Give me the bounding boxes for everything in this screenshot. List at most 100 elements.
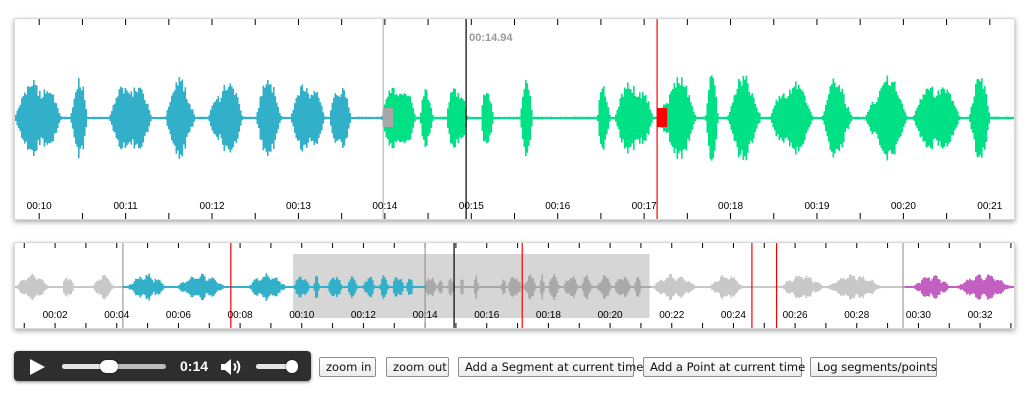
zoom-waveform-bar — [621, 93, 623, 143]
overview-waveform-bar — [675, 281, 677, 293]
zoom-waveform-bar — [363, 116, 365, 120]
zoom-waveform-bar — [676, 77, 679, 159]
overview-waveform-bar — [162, 283, 164, 291]
overview-waveform-bar — [190, 276, 193, 298]
overview-waveform-bar — [270, 279, 272, 295]
overview-waveform-bar — [412, 285, 415, 289]
zoom-waveform-bar — [727, 115, 730, 121]
zoom-waveform-bar — [217, 96, 220, 140]
zoom-waveform-bar — [147, 103, 149, 133]
zoom-waveform-bar — [669, 94, 671, 142]
zoom-waveform-bar — [57, 107, 59, 129]
zoom-waveform-bar — [577, 116, 580, 120]
overview-waveform-bar — [372, 280, 374, 294]
zoom-waveform-bar — [444, 116, 446, 120]
overview-waveform-bar — [814, 281, 817, 293]
overview-waveform-bar — [358, 286, 361, 288]
overview-waveform-bar — [880, 286, 883, 288]
overview-waveform-bar — [418, 286, 421, 288]
overview-waveform-bar — [225, 286, 227, 288]
zoom-waveform-bar — [507, 116, 509, 120]
seek-bar[interactable] — [62, 360, 166, 373]
zoom-waveform-bar — [564, 116, 566, 120]
zoomview-canvas[interactable]: 00:14.94 00:10 00:11 00:12 00:13 00:14 00:15 00… — [15, 19, 1014, 219]
zoom-waveform-bar — [180, 81, 182, 155]
zoom-waveform-bar — [364, 116, 367, 120]
overview-waveform-bar — [204, 276, 206, 298]
seek-handle[interactable] — [99, 360, 118, 373]
overview-waveform-bar — [175, 286, 178, 288]
zoom-waveform-bar — [801, 90, 803, 146]
zoom-waveform-bar — [553, 116, 556, 120]
zoom-waveform-bar — [78, 77, 80, 159]
volume-slider[interactable] — [256, 360, 298, 373]
volume-handle[interactable] — [285, 360, 298, 373]
zoom-waveform-bar — [405, 94, 407, 142]
zoom-waveform-bar — [760, 116, 763, 120]
overview-waveform-bar — [900, 286, 902, 288]
zoom-waveform-bar — [397, 96, 400, 140]
overview-waveform-bar — [927, 277, 929, 297]
overview-canvas[interactable]: 00:02 00:04 00:06 00:08 00:10 00:12 00:14 00:16… — [15, 243, 1014, 328]
zoom-waveform-bar — [381, 116, 383, 120]
zoom-waveform-bar — [636, 97, 638, 139]
zoom-out-button[interactable]: zoom out — [386, 357, 449, 377]
play-button[interactable] — [28, 358, 46, 376]
overview-waveform-bar — [913, 285, 916, 289]
zoom-waveform-bar — [373, 116, 376, 120]
overview-waveform-bar — [604, 275, 607, 299]
zoom-waveform-bar — [169, 101, 172, 135]
zoom-waveform-bar — [43, 89, 46, 147]
overview-waveform-bar — [742, 286, 745, 288]
overview-waveform-bar — [423, 286, 425, 288]
zoom-waveform-bar — [517, 116, 520, 120]
add-point-button[interactable]: Add a Point at current time — [643, 357, 805, 377]
zoom-waveform-bar — [895, 91, 898, 145]
zoom-waveform-bar — [313, 91, 316, 145]
overview-waveform-bar — [171, 286, 173, 288]
zoom-waveform-bar — [948, 92, 950, 144]
segment-handle[interactable] — [383, 108, 394, 127]
zoom-waveform-bar — [682, 86, 685, 150]
zoom-waveform-bar — [480, 116, 482, 120]
overview-waveform-bar — [111, 284, 113, 290]
overview-waveform-bar — [369, 277, 371, 297]
zoom-waveform-bar — [765, 116, 767, 120]
point-handle[interactable] — [657, 108, 668, 127]
overview-waveform-bar — [183, 282, 185, 292]
overview-waveform-bar — [336, 276, 338, 298]
zoom-waveform-bar — [784, 97, 787, 139]
overview-waveform-bar — [790, 281, 793, 293]
mute-button[interactable] — [220, 357, 244, 377]
overview-waveform-bar — [580, 286, 583, 288]
zoom-waveform-bar — [904, 112, 907, 124]
overview-waveform[interactable]: 00:02 00:04 00:06 00:08 00:10 00:12 00:14 00:16… — [14, 242, 1015, 329]
overview-waveform-bar — [312, 286, 314, 288]
zoom-waveform-bar — [319, 102, 322, 134]
overview-time-label: 00:32 — [968, 310, 993, 321]
zoom-in-button[interactable]: zoom in — [319, 357, 376, 377]
log-segments-button[interactable]: Log segments/points — [810, 357, 937, 377]
volume-level — [256, 364, 292, 369]
overview-waveform-bar — [202, 274, 205, 300]
overview-waveform-bar — [960, 284, 962, 290]
zoom-waveform-bar — [723, 116, 725, 120]
add-segment-button[interactable]: Add a Segment at current time — [458, 357, 643, 377]
overview-waveform-bar — [910, 286, 913, 288]
overview-waveform-bar — [166, 286, 169, 288]
zoom-waveform-bar — [372, 116, 374, 120]
overview-waveform-bar — [280, 284, 283, 290]
zoom-waveform-bar — [337, 96, 340, 140]
overview-time-label: 00:10 — [289, 310, 314, 321]
overview-waveform-bar — [847, 277, 850, 297]
overview-waveform-bar — [277, 280, 280, 294]
zoom-waveform-bar — [679, 85, 682, 151]
zoom-waveform-bar — [435, 117, 437, 119]
zoom-waveform-bar — [357, 116, 359, 120]
zoomview-waveform[interactable]: 00:14.94 00:10 00:11 00:12 00:13 00:14 00:15 00… — [14, 18, 1015, 220]
zoom-waveform-bar — [630, 89, 632, 147]
overview-waveform-bar — [141, 278, 143, 296]
zoom-waveform-bar — [883, 82, 886, 154]
zoom-waveform-bar — [436, 116, 439, 120]
overview-waveform-bar — [163, 285, 166, 289]
